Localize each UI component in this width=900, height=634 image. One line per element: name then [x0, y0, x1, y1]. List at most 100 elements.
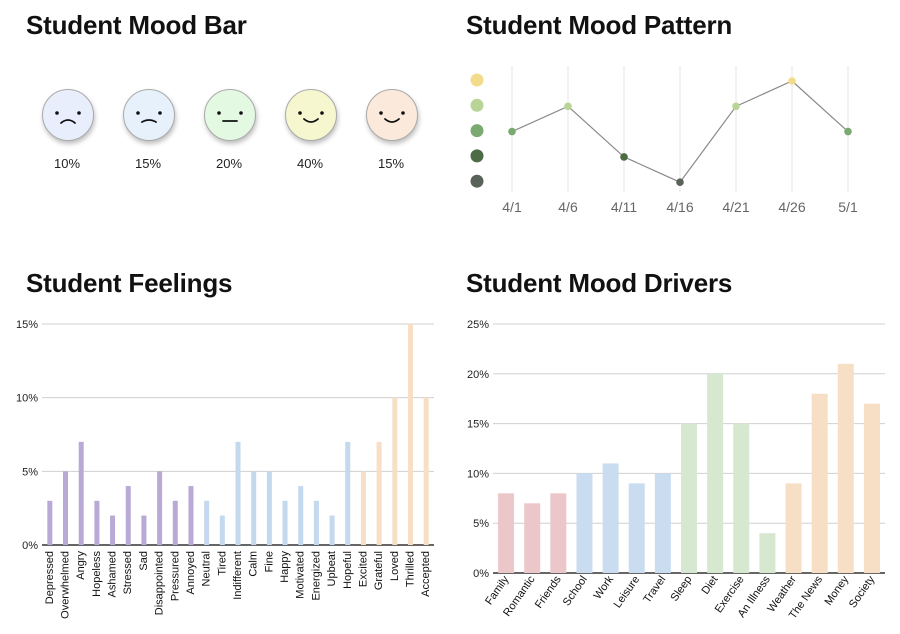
y-tick-label: 0%	[22, 540, 38, 552]
mood-bar-title: Student Mood Bar	[26, 10, 247, 40]
x-tick-label: Friends	[533, 573, 564, 610]
mood-point	[508, 127, 516, 136]
bar	[313, 500, 319, 545]
mood-point	[844, 127, 852, 136]
bar	[110, 515, 116, 545]
bar	[550, 493, 567, 573]
slight-frown-icon	[136, 111, 162, 123]
bar	[251, 471, 257, 545]
x-tick-label: Stressed	[122, 551, 134, 594]
x-tick-label: Work	[592, 573, 617, 601]
x-tick-label: Disappointed	[154, 551, 166, 615]
x-tick-label: Overwhelmed	[60, 551, 72, 619]
bar	[811, 393, 828, 573]
mood-point	[788, 77, 796, 85]
bar	[63, 471, 69, 545]
x-tick-label: Angry	[75, 551, 87, 580]
bar	[376, 441, 382, 545]
bar	[282, 500, 288, 545]
x-tick-label: Diet	[700, 574, 721, 597]
x-tick-label: Loved	[389, 551, 401, 581]
x-tick-label: 4/1	[502, 199, 522, 215]
x-tick-label: 4/11	[611, 199, 637, 215]
bar	[219, 515, 225, 545]
bar	[407, 324, 413, 545]
drivers-title: Student Mood Drivers	[466, 268, 733, 298]
x-tick-label: Hopeful	[342, 551, 354, 589]
mood-pattern-chart: 4/1 4/6 4/11 4/16 4/21 4/26 5/1	[470, 66, 858, 215]
x-tick-label: Society	[847, 573, 878, 610]
bar	[141, 515, 147, 545]
x-tick-label: Accepted	[420, 551, 432, 597]
x-tick-label: 4/21	[722, 199, 749, 215]
x-tick-label: School	[561, 574, 590, 608]
mood-pattern-title: Student Mood Pattern	[466, 10, 733, 40]
feelings-title: Student Feelings	[26, 268, 233, 298]
x-tick-label: Motivated	[295, 551, 307, 599]
x-tick-label: Thrilled	[404, 551, 416, 587]
x-tick-label: Fine	[263, 551, 275, 572]
bar	[681, 423, 697, 573]
mood-point	[620, 153, 628, 161]
y-level-marker	[470, 149, 484, 163]
drivers-chart: 0%5%10%15%20%25%FamilyRomanticFriendsSch…	[467, 319, 885, 621]
x-tick-label: Annoyed	[185, 551, 197, 594]
bar	[345, 441, 351, 545]
mood-point	[676, 178, 684, 186]
bar	[360, 471, 366, 545]
feelings-chart: 0% 5% 10% 15% Depressed Overwhelmed Angry Hopel…	[16, 319, 434, 619]
y-tick-label: 10%	[467, 468, 489, 480]
x-tick-label: 4/16	[666, 199, 693, 215]
bar	[423, 397, 429, 545]
y-tick-label: 5%	[22, 466, 38, 478]
bar	[78, 441, 84, 545]
x-tick-label: 4/26	[778, 199, 805, 215]
x-tick-label: Travel	[641, 574, 668, 606]
y-tick-label: 25%	[467, 319, 489, 331]
x-tick-label: Hopeless	[91, 551, 103, 597]
y-tick-label: 5%	[473, 518, 489, 530]
bar	[125, 486, 131, 545]
x-tick-label: Leisure	[612, 574, 643, 610]
y-tick-label: 15%	[16, 319, 38, 331]
x-tick-label: Depressed	[44, 551, 56, 604]
bar	[235, 441, 241, 545]
mood-bar-panel: Student Mood Bar 10% 15% 20% 40% 15%	[0, 0, 450, 250]
bar	[576, 473, 593, 573]
mood-face-1	[42, 89, 94, 141]
x-tick-label: Neutral	[201, 551, 213, 586]
bar	[94, 500, 100, 545]
bar	[47, 500, 53, 545]
x-tick-label: Happy	[279, 551, 291, 583]
bar	[759, 533, 776, 573]
bar	[837, 363, 854, 573]
x-tick-label: Grateful	[373, 551, 385, 590]
smile-icon	[298, 111, 324, 123]
bar	[498, 493, 515, 573]
y-level-marker	[470, 98, 484, 112]
y-level-marker	[470, 124, 484, 138]
mood-face-3	[204, 89, 256, 141]
mood-percent: 10%	[53, 156, 81, 171]
bar	[392, 397, 398, 545]
x-tick-label: Energized	[310, 551, 322, 601]
x-tick-label: Upbeat	[326, 551, 338, 586]
bar	[157, 471, 163, 545]
bar	[329, 515, 335, 545]
bar	[733, 423, 750, 573]
bar	[863, 403, 880, 573]
bar	[524, 503, 541, 573]
x-tick-label: 5/1	[838, 199, 858, 215]
smile-icon	[379, 111, 405, 123]
bar	[602, 463, 619, 573]
y-tick-label: 20%	[467, 369, 489, 381]
mood-point	[732, 102, 740, 111]
x-tick-label: Ashamed	[107, 551, 119, 597]
x-tick-label: Excited	[357, 551, 369, 587]
x-tick-label: Pressured	[169, 551, 181, 601]
mood-face-2	[123, 89, 175, 141]
bar	[785, 483, 802, 573]
x-tick-label: Indifferent	[232, 551, 244, 600]
neutral-icon	[217, 111, 243, 122]
mood-face-4	[285, 89, 337, 141]
